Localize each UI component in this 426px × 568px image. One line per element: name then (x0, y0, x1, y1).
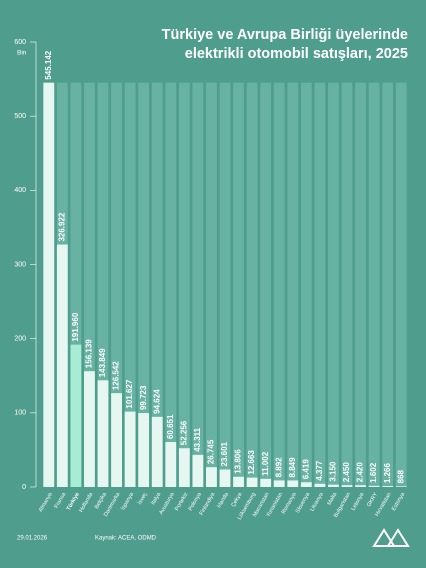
value-label: 3.150 (329, 461, 338, 482)
value-label: 2.420 (356, 462, 365, 483)
bar (355, 485, 366, 487)
bar-track (287, 82, 299, 488)
bar-track (219, 82, 231, 488)
value-label: 99.723 (139, 385, 148, 410)
logo (372, 528, 410, 547)
bar-track (124, 82, 136, 488)
value-label: 8.892 (274, 457, 283, 478)
value-label: 2.450 (342, 462, 351, 483)
bar (151, 416, 163, 487)
chart-title: Türkiye ve Avrupa Birliği üyelerinde (162, 27, 408, 43)
bar (341, 485, 353, 487)
bar (84, 371, 95, 487)
bar (165, 442, 177, 487)
value-label: 1.266 (383, 462, 392, 483)
bar-track (273, 82, 285, 488)
value-label: 101.627 (125, 379, 134, 408)
bar (43, 82, 55, 488)
date: 29.01.2026 (17, 536, 48, 542)
bar (328, 484, 339, 487)
bar-track (355, 82, 366, 488)
value-label: 11.002 (261, 451, 270, 476)
value-label: 13.806 (234, 449, 243, 474)
bar-track (84, 82, 95, 488)
y-tick-label: 400 (14, 187, 26, 194)
y-unit: Bin (17, 50, 27, 57)
bar (246, 477, 258, 487)
bar-track (165, 82, 177, 488)
y-tick-label: 0 (22, 484, 26, 491)
value-label: 4.377 (315, 460, 324, 481)
bar-track (300, 82, 312, 488)
y-tick-label: 500 (14, 113, 26, 120)
y-tick-label: 600 (14, 39, 26, 46)
value-label: 143.849 (98, 348, 107, 377)
bar-track (328, 82, 339, 488)
chart-title: elektrikli otomobil satışları, 2025 (185, 46, 408, 62)
bar (260, 478, 272, 487)
bar (111, 393, 122, 487)
value-label: 545.142 (44, 50, 53, 79)
bar (287, 480, 299, 487)
value-label: 12.663 (247, 450, 256, 475)
bar (97, 380, 109, 487)
value-label: 868 (396, 469, 405, 483)
bar (314, 483, 326, 487)
source: Kaynak: ACEA, ODMD (95, 536, 157, 542)
bar (56, 244, 68, 487)
bar-track (382, 82, 394, 488)
y-tick-label: 200 (14, 336, 26, 343)
value-label: 1.602 (369, 462, 378, 483)
y-tick-label: 300 (14, 261, 26, 268)
bar-track (341, 82, 353, 488)
bar-track (368, 82, 380, 488)
value-label: 23.601 (220, 441, 229, 466)
bar (138, 413, 150, 487)
bar-track (97, 82, 109, 488)
bar (192, 454, 204, 487)
bar-track (246, 82, 258, 488)
bar (219, 469, 231, 487)
bar (273, 480, 285, 487)
bar-track (178, 82, 190, 488)
bar-track (233, 82, 244, 488)
bar-track (70, 82, 82, 488)
bar-track (192, 82, 204, 488)
bar (206, 467, 217, 487)
bar-track (260, 82, 272, 488)
value-label: 326.922 (57, 212, 66, 241)
value-label: 6.419 (301, 459, 310, 480)
value-label: 43.311 (193, 427, 202, 452)
bar-track (206, 82, 217, 488)
bar (178, 448, 190, 487)
bar (70, 344, 82, 487)
value-label: 156.139 (85, 339, 94, 368)
bar-track (138, 82, 150, 488)
value-label: 52.256 (179, 420, 188, 445)
bar (233, 476, 244, 487)
value-label: 126.542 (112, 361, 121, 390)
bar (368, 485, 380, 487)
bar (382, 486, 394, 487)
bar-track (314, 82, 326, 488)
value-label: 94.624 (152, 389, 161, 414)
y-tick-label: 100 (14, 410, 26, 417)
bar-track (151, 82, 163, 488)
bar (395, 486, 407, 487)
bar-track (111, 82, 122, 488)
value-label: 191.960 (71, 312, 80, 341)
value-label: 60.651 (166, 414, 175, 439)
bar (124, 411, 136, 487)
value-label: 26.745 (207, 439, 216, 464)
bar (300, 482, 312, 487)
value-label: 8.849 (288, 457, 297, 478)
bar-track (395, 82, 407, 488)
